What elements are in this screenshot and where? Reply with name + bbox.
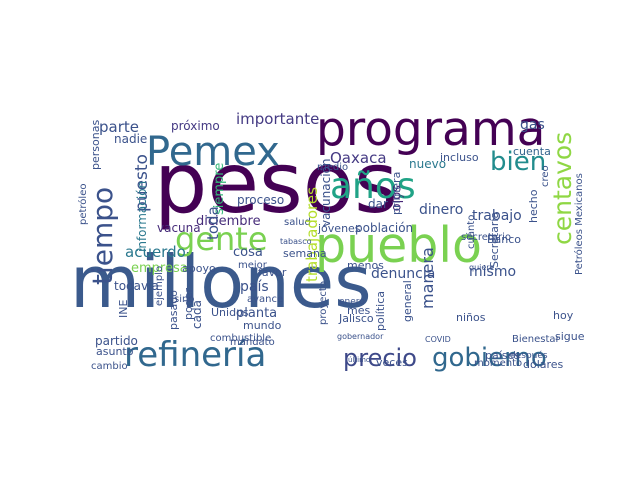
cloud-word: hoy bbox=[553, 309, 574, 322]
cloud-word: avance bbox=[247, 294, 283, 305]
cloud-word: asunto bbox=[96, 345, 134, 358]
cloud-word: cosa bbox=[233, 245, 263, 260]
cloud-word: mes bbox=[347, 304, 370, 317]
cloud-word: puesto bbox=[132, 154, 152, 212]
cloud-word: empresa bbox=[131, 261, 188, 276]
cloud-word: incluso bbox=[440, 151, 479, 164]
cloud-word: programa bbox=[316, 102, 545, 157]
cloud-word: momento bbox=[474, 358, 522, 369]
cloud-word: partido bbox=[95, 334, 138, 348]
cloud-word: combustible bbox=[210, 333, 271, 344]
cloud-word: todavía bbox=[114, 279, 159, 293]
cloud-word: hecho bbox=[527, 189, 540, 223]
cloud-word: millones bbox=[70, 240, 372, 324]
cloud-word: semana bbox=[283, 247, 327, 260]
cloud-word: favor bbox=[258, 266, 287, 279]
cloud-word: Secretaría bbox=[488, 212, 501, 268]
cloud-word: Pemex bbox=[146, 129, 280, 175]
cloud-word: cuánto bbox=[465, 215, 477, 249]
cloud-word: sino bbox=[174, 294, 194, 305]
cloud-word: primera bbox=[390, 172, 403, 215]
cloud-word: planta bbox=[236, 306, 277, 321]
cloud-word: tiempo bbox=[86, 187, 119, 285]
cloud-word: gobernador bbox=[337, 332, 384, 341]
cloud-word: diciembre bbox=[196, 214, 261, 229]
cloud-word: años bbox=[330, 166, 416, 207]
cloud-word: Unidos bbox=[211, 306, 249, 319]
cloud-word: salud bbox=[284, 217, 311, 228]
cloud-word: vacunación bbox=[319, 159, 333, 228]
cloud-word: petróleo bbox=[77, 184, 89, 225]
cloud-word: niños bbox=[456, 311, 486, 324]
cloud-word: trabajo bbox=[472, 208, 522, 224]
cloud-word: dinero bbox=[419, 202, 463, 218]
cloud-word: quiere bbox=[469, 263, 494, 272]
cloud-word: vacuna bbox=[157, 221, 201, 235]
cloud-word: cuenta bbox=[513, 145, 551, 158]
cloud-word: Bienestar bbox=[512, 334, 561, 345]
cloud-word: Petróleos Mexicanos bbox=[573, 173, 585, 275]
cloud-word: sólo bbox=[389, 185, 404, 211]
cloud-word: dar bbox=[368, 197, 388, 211]
cloud-word: poder bbox=[182, 288, 195, 320]
cloud-word: cambio bbox=[91, 361, 128, 372]
cloud-word: política bbox=[374, 291, 387, 331]
cloud-word: denuncia bbox=[371, 266, 435, 282]
cloud-word: general bbox=[401, 280, 414, 322]
cloud-word: bien bbox=[490, 147, 546, 177]
cloud-word: COVID bbox=[425, 335, 451, 344]
cloud-word: INE bbox=[117, 300, 130, 318]
cloud-word: dólares bbox=[523, 358, 564, 371]
cloud-word: manera bbox=[418, 247, 437, 309]
cloud-word: pesos bbox=[154, 134, 398, 232]
cloud-word: siempre bbox=[212, 163, 227, 215]
cloud-word: países bbox=[485, 349, 520, 362]
cloud-word: jóvenes bbox=[317, 222, 361, 235]
cloud-word: pueblo bbox=[315, 217, 482, 274]
cloud-word: parte bbox=[99, 118, 139, 136]
cloud-word: medio bbox=[317, 162, 348, 173]
cloud-word: secretario bbox=[461, 232, 511, 243]
cloud-word: Banco bbox=[487, 233, 521, 246]
cloud-word: tabasco bbox=[280, 237, 312, 246]
cloud-word: información bbox=[135, 181, 149, 252]
cloud-word: enero bbox=[339, 297, 365, 307]
cloud-word: gente bbox=[175, 220, 268, 258]
cloud-word: personas bbox=[89, 120, 102, 170]
cloud-word: mismo bbox=[469, 264, 516, 280]
cloud-word: trabajadores bbox=[303, 187, 321, 282]
cloud-word: población bbox=[355, 221, 413, 235]
cloud-word: después bbox=[510, 350, 548, 361]
cloud-word: importante bbox=[236, 110, 319, 128]
cloud-word: ejemplo bbox=[154, 266, 165, 306]
cloud-word: Oaxaca bbox=[330, 149, 387, 167]
cloud-word: creo bbox=[540, 165, 551, 187]
cloud-word: gas bbox=[520, 117, 545, 133]
cloud-word: acuerdo bbox=[125, 243, 186, 261]
cloud-word: último bbox=[348, 356, 370, 364]
cloud-word: sigue bbox=[555, 330, 585, 343]
cloud-word: precio bbox=[343, 344, 417, 372]
cloud-word: pasado bbox=[167, 290, 180, 330]
cloud-word: nadie bbox=[114, 132, 147, 146]
cloud-word: próximo bbox=[171, 119, 220, 133]
cloud-word: gobierno bbox=[432, 343, 547, 373]
cloud-word: toda bbox=[204, 206, 222, 240]
cloud-word: centavos bbox=[548, 132, 577, 245]
cloud-word: mandato bbox=[230, 337, 275, 348]
cloud-word: nuevo bbox=[409, 157, 446, 171]
cloud-word: menos bbox=[347, 259, 384, 272]
cloud-word: cada bbox=[190, 300, 204, 329]
cloud-word: mundo bbox=[243, 319, 282, 332]
cloud-word: país bbox=[240, 279, 269, 295]
cloud-word: Jalisco bbox=[338, 312, 374, 325]
cloud-word: mejor bbox=[238, 260, 268, 271]
cloud-word: refinería bbox=[124, 335, 266, 375]
cloud-word: apoyo bbox=[182, 262, 216, 275]
cloud-word: veces bbox=[376, 356, 408, 369]
cloud-word: proceso bbox=[237, 193, 284, 207]
cloud-word: proyecto bbox=[318, 281, 329, 325]
